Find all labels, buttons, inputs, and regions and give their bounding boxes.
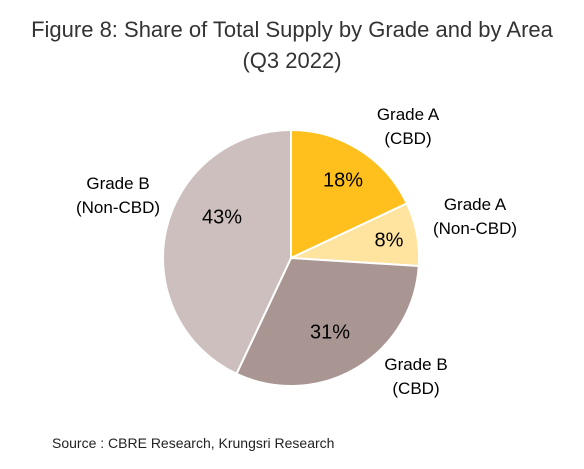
category-label-0: Grade A (CBD) xyxy=(377,105,440,148)
chart-title: Figure 8: Share of Total Supply by Grade… xyxy=(0,14,584,76)
category-label-1: Grade A (Non-CBD) xyxy=(433,195,517,238)
source-note: Source : CBRE Research, Krungsri Researc… xyxy=(52,435,335,451)
pie-slice-3 xyxy=(162,128,292,376)
chart-title-line2: (Q3 2022) xyxy=(242,48,342,73)
data-label-0: 18% xyxy=(323,169,363,191)
pie-slice-0 xyxy=(290,128,409,260)
category-label-3: Grade B (Non-CBD) xyxy=(76,174,160,217)
category-label-2: Grade B (CBD) xyxy=(384,355,447,398)
data-label-2: 31% xyxy=(310,321,350,343)
data-label-1: 8% xyxy=(375,229,404,251)
pie-slice-2 xyxy=(235,256,420,387)
chart-title-line1: Figure 8: Share of Total Supply by Grade… xyxy=(31,17,553,42)
data-label-3: 43% xyxy=(202,206,242,228)
